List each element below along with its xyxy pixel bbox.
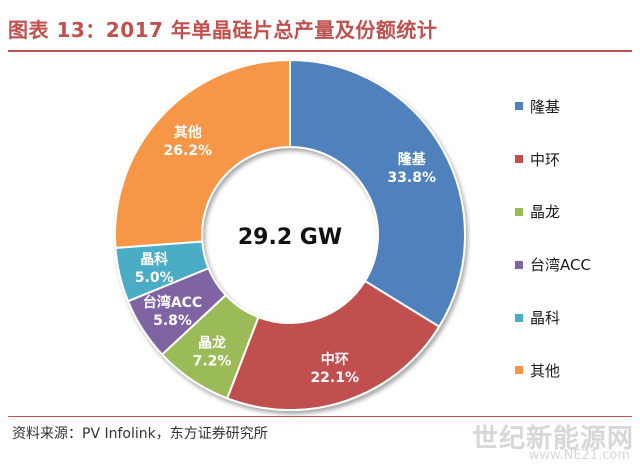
site-watermark: 世纪新能源网 www.NE21.com [472, 418, 634, 466]
source-divider [8, 416, 632, 417]
slice-label-name: 其他 [174, 124, 202, 141]
slice-label-3: 台湾ACC 5.8% [143, 294, 202, 329]
legend-label: 晶科 [530, 309, 561, 328]
donut-slice-1 [225, 279, 441, 411]
slice-label-name: 晶龙 [198, 335, 226, 352]
slice-label-value: 5.8% [153, 313, 192, 329]
slice-label-name: 晶科 [140, 251, 168, 268]
legend-label: 其他 [530, 361, 561, 380]
legend-swatch [515, 366, 523, 375]
legend-swatch [515, 207, 523, 216]
legend-item-2: 晶龙 [515, 186, 635, 239]
slice-label-1: 中环 22.1% [310, 351, 359, 386]
watermark-url: www.NE21.com [528, 448, 630, 463]
legend-swatch [515, 155, 523, 164]
slice-label-value: 22.1% [310, 370, 359, 386]
legend-label: 中环 [530, 150, 561, 169]
legend-item-0: 隆基 [515, 80, 635, 133]
legend-swatch [515, 313, 523, 322]
slice-label-4: 晶科 5.0% [135, 251, 174, 286]
donut-slice-0 [289, 58, 466, 328]
legend-swatch [515, 260, 523, 269]
donut-slice-5 [114, 58, 291, 249]
legend-label: 晶龙 [530, 203, 561, 222]
slice-label-5: 其他 26.2% [163, 124, 212, 159]
legend-label: 隆基 [530, 97, 561, 116]
title-underline [8, 50, 632, 52]
chart-legend: 隆基中环晶龙台湾ACC 晶科其他 [515, 80, 635, 397]
slice-label-value: 5.0% [135, 270, 174, 286]
donut-center-total: 29.2 GW [238, 225, 342, 250]
legend-item-3: 台湾ACC [515, 238, 635, 291]
legend-swatch [515, 102, 523, 111]
legend-label: 台湾ACC [530, 256, 591, 275]
slice-label-value: 33.8% [387, 170, 436, 186]
slice-label-0: 隆基 33.8% [387, 151, 436, 186]
legend-item-5: 其他 [515, 344, 635, 397]
source-note: 资料来源：PV Infolink，东方证券研究所 [12, 426, 268, 442]
slice-label-value: 7.2% [193, 354, 232, 370]
slice-label-name: 隆基 [398, 151, 427, 168]
slice-label-name: 台湾ACC [143, 294, 202, 311]
slice-label-name: 中环 [321, 351, 349, 368]
legend-item-4: 晶科 [515, 291, 635, 344]
slice-label-value: 26.2% [163, 143, 212, 159]
legend-item-1: 中环 [515, 133, 635, 186]
chart-title: 图表 13：2017 年单晶硅片总产量及份额统计 [8, 18, 438, 42]
watermark-name: 世纪新能源网 [471, 424, 634, 454]
slice-label-2: 晶龙 7.2% [193, 335, 232, 370]
